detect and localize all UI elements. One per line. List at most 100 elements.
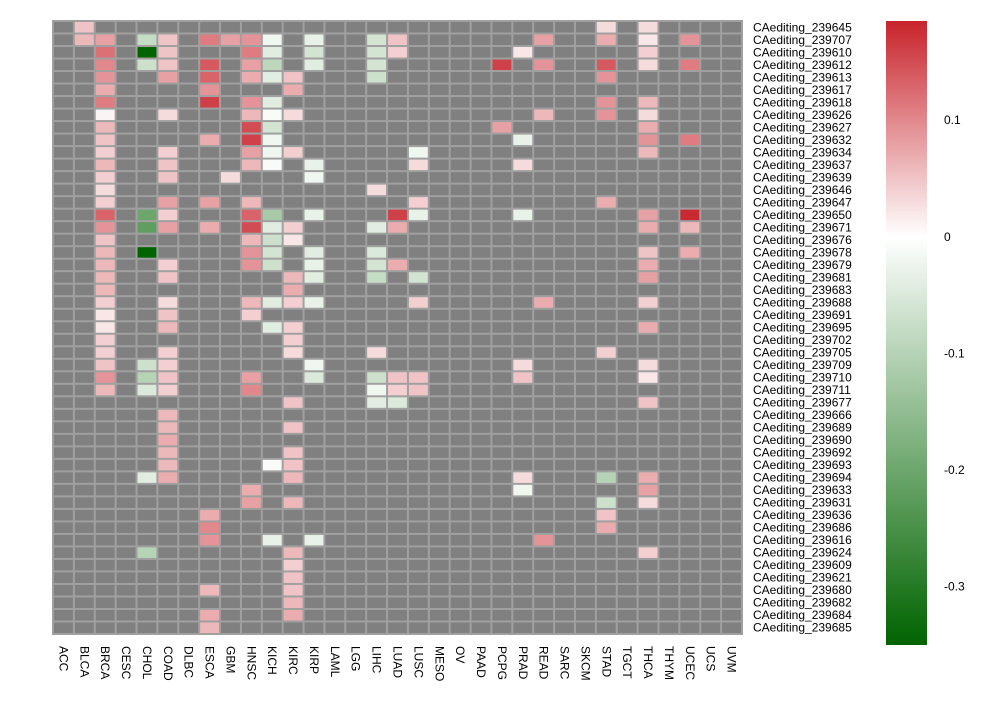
heatmap-cell-na: [325, 34, 345, 46]
heatmap-cell-na: [575, 359, 595, 371]
heatmap-cell-na: [575, 334, 595, 346]
heatmap-cell-na: [200, 234, 220, 246]
heatmap-cell-na: [116, 84, 136, 96]
heatmap-cell-na: [325, 434, 345, 446]
heatmap-cell-na: [575, 622, 595, 633]
heatmap-cell-na: [241, 522, 261, 533]
heatmap-cell: [283, 422, 303, 433]
heatmap-cell-na: [116, 597, 136, 608]
heatmap-cell-na: [534, 422, 554, 433]
heatmap-cell: [367, 272, 387, 283]
heatmap-cell-na: [492, 559, 512, 571]
heatmap-cell-na: [346, 622, 366, 633]
heatmap-cell-na: [221, 47, 240, 58]
heatmap-cell-na: [137, 272, 157, 283]
heatmap-cell-na: [596, 284, 616, 296]
heatmap-cell-na: [534, 147, 554, 158]
heatmap-cell: [137, 472, 157, 483]
heatmap-cell-na: [304, 597, 324, 608]
heatmap-cell-na: [262, 359, 282, 371]
heatmap-cell-na: [325, 234, 345, 246]
heatmap-cell-na: [179, 609, 199, 621]
heatmap-cell-na: [471, 559, 491, 571]
heatmap-cell-na: [534, 134, 554, 146]
heatmap-cell-na: [241, 547, 261, 558]
heatmap-cell-na: [617, 109, 637, 121]
heatmap-cell-na: [116, 197, 136, 208]
heatmap-cell-na: [722, 447, 741, 458]
heatmap-cell-na: [179, 147, 199, 158]
heatmap-cell-na: [325, 397, 345, 408]
heatmap-cell-na: [116, 422, 136, 433]
heatmap-cell-na: [617, 297, 637, 308]
heatmap-cell-na: [95, 622, 115, 633]
heatmap-cell-na: [304, 422, 324, 433]
row-labels: CAediting_239645CAediting_239707CAeditin…: [753, 20, 852, 634]
heatmap-cell-na: [388, 134, 407, 146]
heatmap-cell-na: [346, 72, 366, 83]
row-label: CAediting_239666: [753, 408, 852, 422]
heatmap-cell-na: [74, 572, 94, 583]
heatmap-cell-na: [492, 572, 512, 583]
heatmap-cell-na: [74, 347, 94, 358]
heatmap-cell-na: [388, 109, 407, 121]
heatmap-cell-na: [680, 597, 700, 608]
heatmap-cell-na: [534, 384, 554, 396]
heatmap-cell-na: [221, 122, 240, 133]
heatmap-cell-na: [262, 472, 282, 483]
heatmap-cell-na: [638, 609, 658, 621]
heatmap-cell-na: [722, 97, 741, 108]
heatmap-cell-na: [680, 534, 700, 546]
heatmap-cell-na: [680, 259, 700, 271]
heatmap-cell: [304, 272, 324, 283]
heatmap-cell-na: [471, 34, 491, 46]
heatmap-cell-na: [701, 622, 721, 633]
heatmap-cell-na: [179, 347, 199, 358]
heatmap-cell-na: [116, 47, 136, 58]
heatmap-cell-na: [429, 409, 449, 421]
heatmap-cell: [158, 34, 178, 46]
heatmap-cell-na: [513, 84, 533, 96]
heatmap-cell: [638, 109, 658, 121]
heatmap-cell-na: [200, 459, 220, 471]
heatmap-cell-na: [471, 122, 491, 133]
heatmap-cell-na: [617, 72, 637, 83]
heatmap-cell-na: [158, 559, 178, 571]
column-label: KIRP: [307, 646, 321, 674]
heatmap-cell-na: [367, 609, 387, 621]
heatmap-cell-na: [346, 197, 366, 208]
heatmap-cell-na: [54, 522, 73, 533]
heatmap-cell-na: [54, 72, 73, 83]
heatmap-cell-na: [137, 284, 157, 296]
heatmap-cell: [158, 409, 178, 421]
heatmap-cell-na: [388, 509, 407, 521]
heatmap-cell-na: [471, 422, 491, 433]
heatmap-cell: [283, 347, 303, 358]
heatmap-cell-na: [575, 372, 595, 383]
column-label: PCPG: [495, 646, 509, 680]
heatmap-cell-na: [158, 584, 178, 596]
heatmap-cell-na: [722, 334, 741, 346]
heatmap-cell: [158, 272, 178, 283]
heatmap-cell-na: [137, 497, 157, 508]
heatmap-cell-na: [54, 47, 73, 58]
heatmap-cell: [158, 197, 178, 208]
heatmap-cell-na: [492, 472, 512, 483]
heatmap-cell-na: [116, 109, 136, 121]
heatmap-cell-na: [617, 397, 637, 408]
heatmap-cell-na: [367, 447, 387, 458]
heatmap-cell-na: [722, 609, 741, 621]
heatmap-cell-na: [74, 59, 94, 71]
heatmap-cell-na: [388, 234, 407, 246]
heatmap-cell-na: [221, 272, 240, 283]
column-labels: ACC BLCA BRCA CESC CHOL COAD DLBC ESCA GBM HNSC KI…: [56, 646, 738, 681]
heatmap-cell-na: [659, 159, 679, 171]
heatmap-cell: [283, 222, 303, 233]
heatmap-cell-na: [325, 309, 345, 321]
heatmap-cell-na: [346, 572, 366, 583]
heatmap-cell-na: [367, 109, 387, 121]
heatmap-cell: [200, 222, 220, 233]
heatmap-cell-na: [701, 472, 721, 483]
heatmap-cell-na: [701, 47, 721, 58]
heatmap-cell-na: [471, 72, 491, 83]
